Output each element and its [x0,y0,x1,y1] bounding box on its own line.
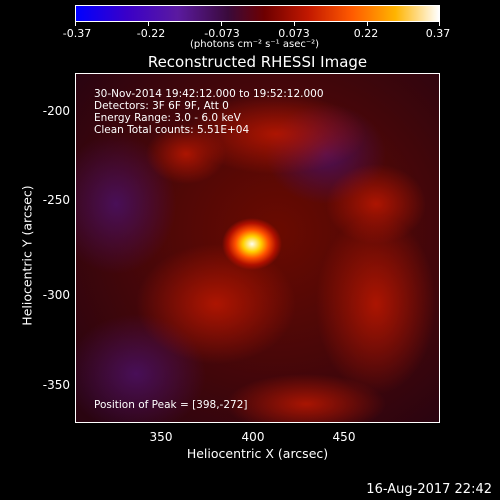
info-time: 30-Nov-2014 19:42:12.000 to 19:52:12.000 [94,88,324,100]
y-tick-label: -300 [42,288,70,302]
colorbar-label: 0.073 [278,27,310,40]
colorbar-tick [439,22,440,26]
colorbar-label: -0.073 [204,27,240,40]
colorbar [75,5,440,22]
colorbar-tick [148,22,149,26]
info-peak: Position of Peak = [398,-272] [94,399,248,411]
colorbar-label: 0.37 [425,27,451,40]
colorbar-label: -0.22 [136,27,166,40]
colorbar-label: 0.22 [353,27,379,40]
colorbar-tick [221,22,222,26]
image-panel: 30-Nov-2014 19:42:12.000 to 19:52:12.000… [75,73,440,423]
x-tick-label: 400 [241,430,265,444]
colorbar-unit: (photons cm⁻² s⁻¹ asec⁻²) [190,39,320,50]
colorbar-tick [294,22,295,26]
colorbar-label: -0.37 [62,27,92,40]
footer-date: 16-Aug-2017 22:42 [366,482,492,497]
y-axis-label: Heliocentric Y (arcsec) [19,185,35,326]
colorbar-tick [75,22,76,26]
colorbar-tick [367,22,368,26]
info-energy: Energy Range: 3.0 - 6.0 keV [94,112,241,124]
x-axis-label: Heliocentric X (arcsec) [186,446,329,461]
y-tick-label: -200 [42,104,70,118]
y-tick-label: -250 [42,193,70,207]
rhessi-image [76,74,439,422]
y-tick-label: -350 [42,378,70,392]
info-detectors: Detectors: 3F 6F 9F, Att 0 [94,100,229,112]
x-tick-label: 350 [149,430,173,444]
info-clean: Clean Total counts: 5.51E+04 [94,124,250,136]
plot-title: Reconstructed RHESSI Image [147,53,368,71]
x-tick-label: 450 [332,430,356,444]
